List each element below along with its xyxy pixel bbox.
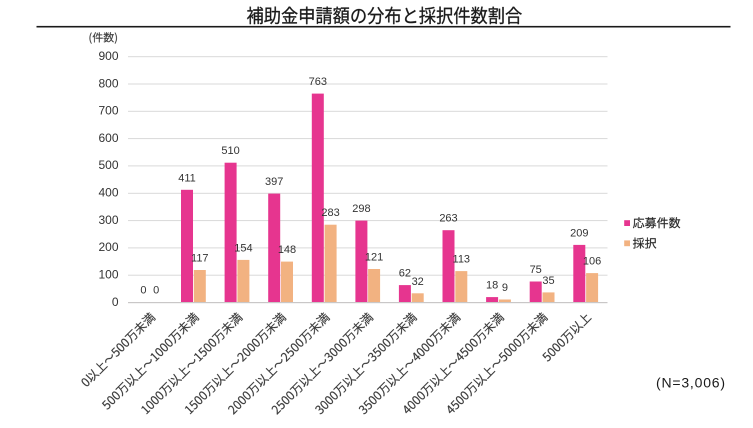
svg-text:9: 9 [502, 282, 508, 294]
svg-text:411: 411 [178, 172, 196, 184]
svg-text:510: 510 [221, 145, 239, 157]
svg-text:75: 75 [530, 264, 542, 276]
svg-text:900: 900 [98, 49, 118, 63]
svg-text:200: 200 [98, 240, 118, 254]
svg-text:600: 600 [98, 131, 118, 145]
svg-text:400: 400 [98, 186, 118, 200]
svg-text:35: 35 [542, 275, 554, 287]
svg-text:800: 800 [98, 76, 118, 90]
svg-text:100: 100 [98, 268, 118, 282]
svg-text:283: 283 [321, 207, 339, 219]
svg-text:148: 148 [278, 244, 296, 256]
svg-text:32: 32 [412, 276, 424, 288]
svg-text:113: 113 [453, 254, 471, 266]
svg-text:106: 106 [583, 256, 601, 268]
svg-text:0: 0 [140, 285, 146, 297]
svg-text:209: 209 [570, 227, 588, 239]
svg-text:18: 18 [486, 280, 498, 292]
svg-text:263: 263 [439, 213, 457, 225]
svg-text:700: 700 [98, 104, 118, 118]
svg-text:300: 300 [98, 213, 118, 227]
svg-text:763: 763 [309, 76, 327, 88]
svg-text:0: 0 [112, 295, 119, 309]
svg-text:0: 0 [153, 285, 159, 297]
svg-text:62: 62 [399, 268, 411, 280]
svg-text:117: 117 [191, 253, 209, 265]
svg-text:298: 298 [352, 203, 370, 215]
svg-text:154: 154 [234, 242, 252, 254]
svg-text:121: 121 [365, 252, 383, 264]
svg-text:397: 397 [265, 176, 283, 188]
svg-text:(N=3,006): (N=3,006) [656, 375, 726, 391]
svg-text:500: 500 [98, 158, 118, 172]
